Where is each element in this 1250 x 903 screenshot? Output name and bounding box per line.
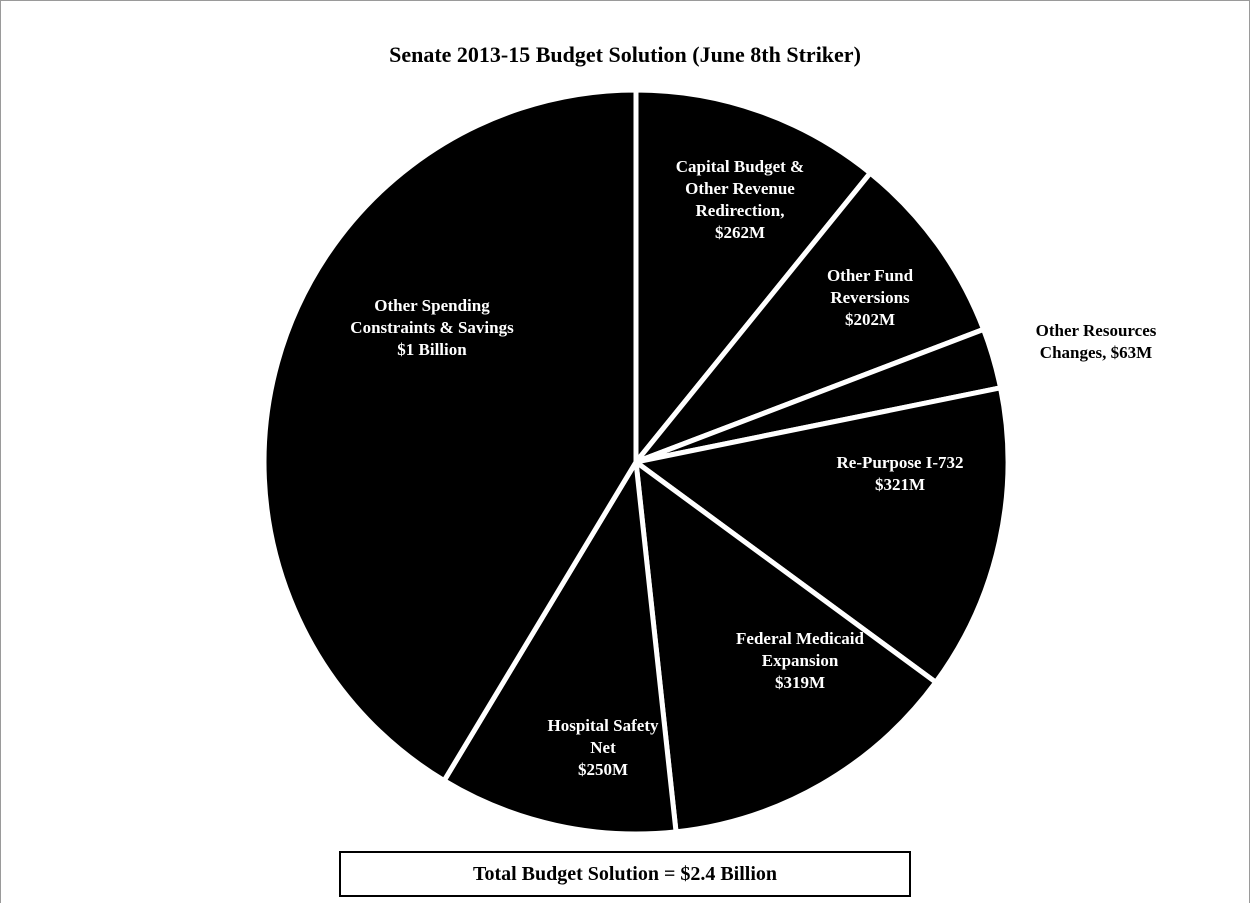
pie-slice-4	[629, 384, 1011, 686]
slice-label-3: Other Resources Changes, $63M	[1036, 320, 1157, 364]
slice-label-line: Federal Medicaid	[736, 629, 864, 648]
slice-label-line: Redirection,	[695, 201, 785, 220]
slice-label-line: Reversions	[830, 288, 910, 307]
slice-label-line: Changes, $63M	[1039, 343, 1153, 362]
slice-label-line: $321M	[874, 475, 926, 494]
pie-slice-5	[632, 456, 940, 835]
slice-label-line: Hospital Safety	[547, 716, 659, 735]
slice-label-line: Expansion	[761, 651, 839, 670]
slice-label-1: Capital Budget & Other Revenue Redirection…	[676, 156, 804, 244]
slice-label-4: Re-Purpose I-732 $321M	[836, 452, 963, 496]
chart-title: Senate 2013-15 Budget Solution (June 8th…	[389, 42, 861, 67]
slice-label-line: Capital Budget &	[675, 157, 805, 176]
pie-slice-7	[261, 87, 639, 785]
total-budget-box: Total Budget Solution = $2.4 Billion	[339, 851, 911, 897]
slice-label-line: Other Revenue	[685, 179, 795, 198]
pie-slice-2	[628, 169, 987, 468]
pie-slice-1	[633, 87, 874, 470]
slice-label-line: $1 Billion	[397, 340, 467, 359]
slice-label-line: $262M	[714, 223, 766, 242]
slice-label-line: $202M	[844, 310, 896, 329]
slice-label-line: Other Fund	[826, 266, 914, 285]
slice-label-line: Re-Purpose I-732	[836, 453, 964, 472]
slice-label-6: Hospital Safety Net $250M	[548, 715, 659, 781]
total-budget-label: Total Budget Solution = $2.4 Billion	[472, 862, 778, 885]
slice-label-5: Federal Medicaid Expansion $319M	[736, 628, 864, 694]
slice-label-line: Other Spending	[374, 296, 490, 315]
slice-label-line: Constraints & Savings	[350, 318, 514, 337]
slice-label-line: Net	[590, 738, 616, 757]
slice-label-2: Other Fund Reversions $202M	[827, 265, 913, 331]
slice-label-7: Other Spending Constraints & Savings $1 Bi…	[350, 295, 513, 361]
slice-label-line: $250M	[577, 760, 629, 779]
slice-label-line: Other Resources	[1035, 321, 1157, 340]
pie-slice-6	[440, 454, 679, 837]
slice-label-line: $319M	[774, 673, 826, 692]
